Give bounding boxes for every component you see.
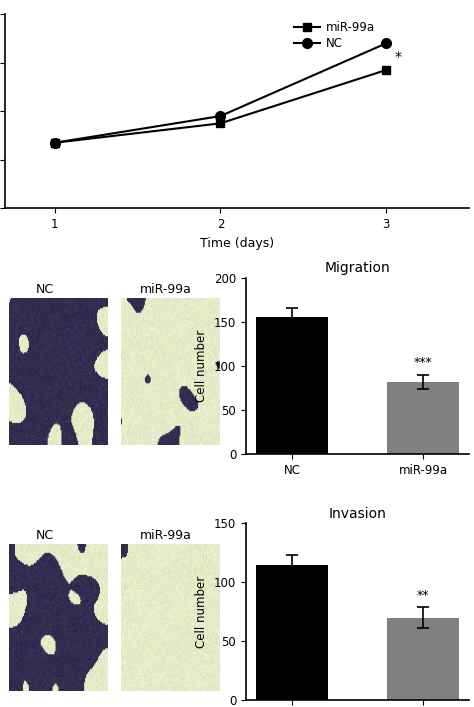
Text: **: ** [417, 589, 429, 602]
Title: Invasion: Invasion [328, 507, 386, 521]
Text: *: * [394, 50, 401, 64]
Y-axis label: Cell number: Cell number [195, 575, 209, 648]
Bar [387, 617, 459, 700]
miR-99a [52, 139, 57, 147]
Line: miR-99a: miR-99a [50, 66, 391, 147]
Line: NC: NC [50, 38, 391, 148]
Bar [387, 382, 459, 454]
Legend: miR-99a, NC: miR-99a, NC [289, 16, 380, 55]
Text: ***: *** [414, 356, 432, 369]
NC [52, 139, 57, 147]
miR-99a [218, 119, 223, 127]
miR-99a [383, 66, 389, 74]
Text: miR-99a: miR-99a [140, 283, 191, 296]
Bar [256, 565, 328, 700]
Title: Migration: Migration [325, 261, 391, 275]
Text: NC: NC [36, 529, 54, 542]
NC [218, 112, 223, 120]
X-axis label: Time (days): Time (days) [200, 237, 274, 250]
Text: NC: NC [36, 283, 54, 296]
NC [383, 39, 389, 47]
Text: miR-99a: miR-99a [140, 529, 191, 542]
Bar [256, 317, 328, 454]
Y-axis label: Cell number: Cell number [195, 329, 209, 402]
